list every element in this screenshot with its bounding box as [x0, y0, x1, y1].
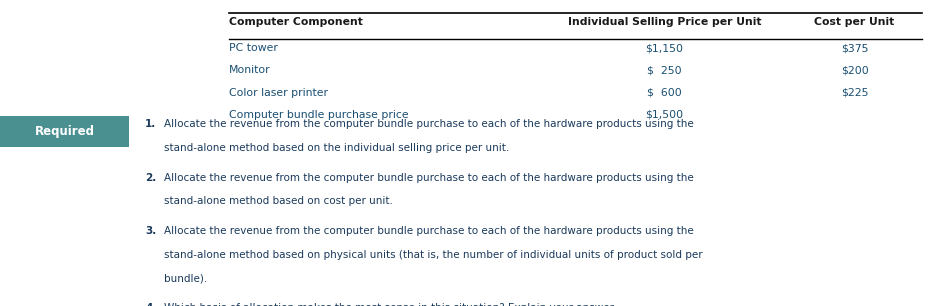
Text: Which basis of allocation makes the most sense in this situation? Explain your a: Which basis of allocation makes the most… — [164, 303, 616, 306]
Text: Cost per Unit: Cost per Unit — [814, 17, 895, 27]
Text: $1,500: $1,500 — [646, 110, 683, 120]
Text: 3.: 3. — [145, 226, 156, 236]
Text: stand-alone method based on physical units (that is, the number of individual un: stand-alone method based on physical uni… — [164, 250, 702, 260]
Text: PC tower: PC tower — [229, 43, 278, 54]
Text: 4.: 4. — [145, 303, 156, 306]
Text: 1.: 1. — [145, 119, 156, 129]
Text: bundle).: bundle). — [164, 274, 207, 284]
Text: Computer Component: Computer Component — [229, 17, 363, 27]
Text: Allocate the revenue from the computer bundle purchase to each of the hardware p: Allocate the revenue from the computer b… — [164, 119, 694, 129]
Text: Monitor: Monitor — [229, 65, 271, 76]
Text: Required: Required — [35, 125, 95, 138]
Text: 2.: 2. — [145, 173, 156, 183]
Text: $  250: $ 250 — [648, 65, 681, 76]
Text: Color laser printer: Color laser printer — [229, 88, 329, 98]
Text: $225: $225 — [841, 88, 869, 98]
Text: Individual Selling Price per Unit: Individual Selling Price per Unit — [568, 17, 761, 27]
Text: $375: $375 — [841, 43, 869, 54]
Text: Allocate the revenue from the computer bundle purchase to each of the hardware p: Allocate the revenue from the computer b… — [164, 173, 694, 183]
Text: $1,150: $1,150 — [646, 43, 683, 54]
Text: Allocate the revenue from the computer bundle purchase to each of the hardware p: Allocate the revenue from the computer b… — [164, 226, 694, 236]
Text: Computer bundle purchase price: Computer bundle purchase price — [229, 110, 409, 120]
Text: stand-alone method based on the individual selling price per unit.: stand-alone method based on the individu… — [164, 143, 509, 153]
Text: stand-alone method based on cost per unit.: stand-alone method based on cost per uni… — [164, 196, 393, 207]
Text: $  600: $ 600 — [647, 88, 682, 98]
Text: $200: $200 — [841, 65, 869, 76]
FancyBboxPatch shape — [0, 116, 129, 147]
